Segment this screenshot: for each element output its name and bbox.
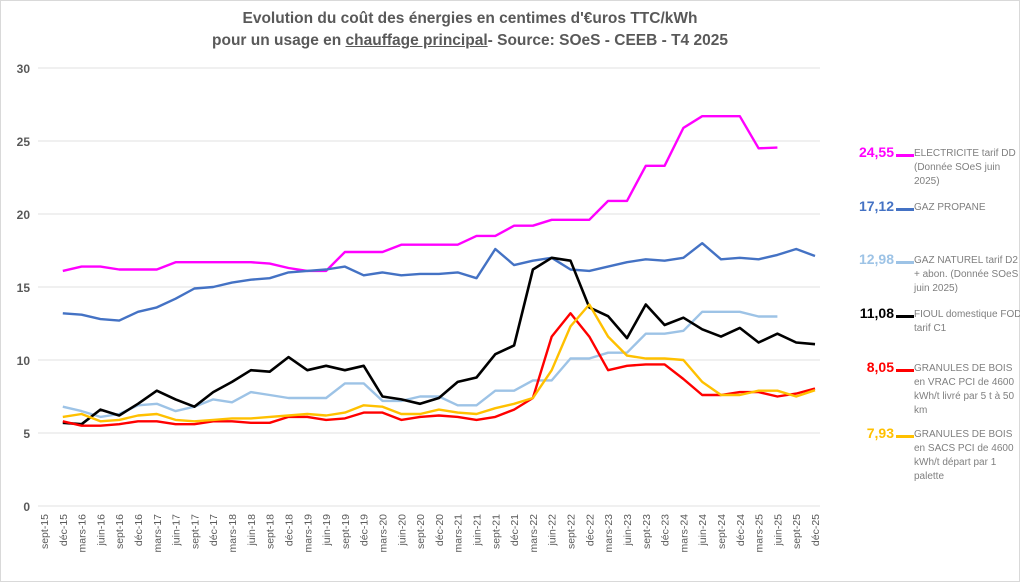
legend-swatch	[896, 435, 914, 438]
title-pre: pour un usage en	[212, 32, 346, 49]
chart-title: Evolution du coût des énergies en centim…	[150, 8, 790, 52]
x-tick-label: juin-16	[95, 514, 107, 547]
x-tick-label: mars-18	[227, 514, 239, 553]
legend-label: GRANULES DE BOIS en VRAC PCI de 4600 kWh…	[914, 363, 1015, 416]
x-tick-label: juin-18	[246, 514, 258, 547]
x-tick-label: juin-20	[396, 514, 408, 547]
y-tick-label: 15	[17, 281, 31, 295]
legend-label: FIOUL domestique FOD tarif C1	[914, 309, 1020, 334]
x-tick-label: sept-17	[189, 514, 201, 549]
y-tick-label: 10	[17, 354, 31, 368]
y-tick-label: 30	[17, 62, 31, 76]
x-tick-label: juin-24	[697, 514, 709, 547]
x-tick-label: sept-21	[490, 514, 502, 549]
title-line-2: pour un usage en chauffage principal- So…	[150, 30, 790, 52]
x-tick-label: déc-21	[509, 514, 521, 546]
x-tick-label: sept-19	[340, 514, 352, 549]
x-tick-label: déc-18	[283, 514, 295, 546]
last-value-label: 8,05	[866, 359, 894, 375]
legend-label: ELECTRICITE tarif DD (Donnée SOeS juin 2…	[914, 148, 1016, 187]
title-line-1: Evolution du coût des énergies en centim…	[242, 10, 698, 27]
x-tick-label: mars-22	[528, 514, 540, 553]
legend-swatch	[896, 315, 914, 318]
x-tick-label: mars-23	[603, 514, 615, 553]
y-tick-label: 5	[23, 427, 30, 441]
x-tick-label: déc-19	[359, 514, 371, 546]
x-tick-label: déc-16	[133, 514, 145, 546]
x-tick-label: déc-22	[584, 514, 596, 546]
series-line	[62, 310, 778, 419]
x-tick-label: mars-20	[377, 514, 389, 553]
x-tick-label: sept-18	[265, 514, 277, 549]
legend-label: GAZ NATUREL tarif D2 + abon. (Donnée SOe…	[914, 255, 1019, 294]
x-tick-label: déc-23	[660, 514, 672, 546]
last-value-label: 11,08	[859, 305, 894, 321]
y-tick-label: 20	[17, 208, 31, 222]
x-tick-label: déc-17	[208, 514, 220, 546]
legend-label: GAZ PROPANE	[914, 202, 986, 213]
legend-swatch	[896, 261, 914, 264]
x-tick-label: sept-20	[415, 514, 427, 549]
x-tick-label: sept-16	[114, 514, 126, 549]
x-tick-label: sept-22	[566, 514, 578, 549]
series-line	[62, 115, 778, 273]
series-line	[62, 242, 816, 322]
legend-label: GRANULES DE BOIS en SACS PCI de 4600 kWh…	[914, 429, 1014, 482]
title-underlined: chauffage principal	[345, 32, 488, 49]
x-tick-label: juin-25	[772, 514, 784, 547]
x-tick-label: mars-19	[302, 514, 314, 553]
last-value-label: 12,98	[858, 251, 894, 267]
x-tick-label: mars-21	[453, 514, 465, 553]
legend-swatch	[896, 154, 914, 157]
series-line	[62, 303, 816, 423]
x-tick-label: juin-21	[472, 514, 484, 547]
x-tick-label: mars-16	[77, 514, 89, 553]
x-tick-label: sept-24	[716, 514, 728, 549]
y-tick-label: 0	[23, 500, 30, 514]
last-value-label: 17,12	[858, 198, 894, 214]
series-line	[62, 312, 816, 427]
x-tick-label: mars-17	[152, 514, 164, 553]
title-post: - Source: SOeS - CEEB - T4 2025	[487, 32, 728, 49]
x-tick-label: sept-15	[39, 514, 51, 549]
x-tick-label: déc-20	[434, 514, 446, 546]
x-tick-label: juin-23	[622, 514, 634, 547]
legend-swatch	[896, 369, 914, 372]
series-line	[62, 256, 816, 426]
x-tick-label: déc-25	[810, 514, 822, 546]
x-tick-label: sept-23	[641, 514, 653, 549]
x-tick-label: juin-17	[171, 514, 183, 547]
x-tick-label: mars-25	[754, 514, 766, 553]
legend-swatch	[896, 208, 914, 211]
last-value-label: 7,93	[866, 425, 894, 441]
x-tick-label: déc-24	[735, 514, 747, 546]
x-tick-label: mars-24	[678, 514, 690, 553]
x-tick-label: juin-19	[321, 514, 333, 547]
x-tick-label: juin-22	[547, 514, 559, 547]
y-tick-label: 25	[17, 135, 31, 149]
x-tick-label: sept-25	[791, 514, 803, 549]
last-value-label: 24,55	[858, 144, 894, 160]
x-tick-label: déc-15	[58, 514, 70, 546]
